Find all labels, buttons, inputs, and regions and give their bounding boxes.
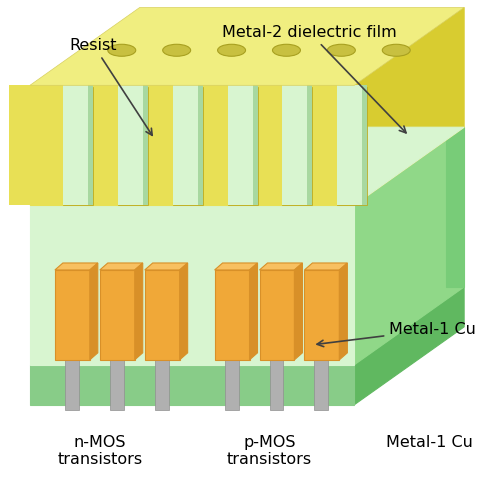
Text: p-MOS
transistors: p-MOS transistors xyxy=(227,434,312,467)
Polygon shape xyxy=(228,88,232,205)
Polygon shape xyxy=(65,357,79,410)
Polygon shape xyxy=(55,263,98,270)
Polygon shape xyxy=(282,88,286,205)
Polygon shape xyxy=(88,86,93,205)
Polygon shape xyxy=(63,86,93,205)
Polygon shape xyxy=(198,86,202,205)
Polygon shape xyxy=(68,86,93,205)
Polygon shape xyxy=(118,86,148,205)
Polygon shape xyxy=(282,86,312,205)
Polygon shape xyxy=(228,88,258,205)
Polygon shape xyxy=(90,263,98,360)
Polygon shape xyxy=(282,88,312,205)
Polygon shape xyxy=(294,263,302,360)
Ellipse shape xyxy=(162,44,190,56)
Polygon shape xyxy=(172,88,203,205)
Polygon shape xyxy=(154,357,168,410)
Polygon shape xyxy=(9,86,38,205)
Polygon shape xyxy=(63,88,67,205)
Ellipse shape xyxy=(108,44,136,56)
Polygon shape xyxy=(100,270,135,360)
Polygon shape xyxy=(228,86,258,205)
Polygon shape xyxy=(180,263,188,360)
Polygon shape xyxy=(55,270,90,360)
Polygon shape xyxy=(224,357,238,410)
Ellipse shape xyxy=(272,44,300,56)
Polygon shape xyxy=(338,88,342,205)
Polygon shape xyxy=(100,263,142,270)
Polygon shape xyxy=(142,86,148,205)
Text: n-MOS
transistors: n-MOS transistors xyxy=(58,434,142,467)
Text: Metal-1 Cu: Metal-1 Cu xyxy=(386,434,472,450)
Polygon shape xyxy=(118,88,122,205)
Polygon shape xyxy=(172,86,203,205)
Polygon shape xyxy=(304,270,340,360)
Polygon shape xyxy=(338,86,368,205)
Polygon shape xyxy=(178,86,203,205)
Ellipse shape xyxy=(218,44,246,56)
Text: Metal-1 Cu: Metal-1 Cu xyxy=(317,322,476,346)
Polygon shape xyxy=(30,365,354,405)
Polygon shape xyxy=(30,127,464,205)
Text: Resist: Resist xyxy=(70,38,152,136)
Polygon shape xyxy=(288,86,312,205)
Polygon shape xyxy=(270,357,283,410)
Text: Metal-2 dielectric film: Metal-2 dielectric film xyxy=(222,25,406,133)
Polygon shape xyxy=(144,263,188,270)
Polygon shape xyxy=(304,263,348,270)
Polygon shape xyxy=(30,205,354,365)
Ellipse shape xyxy=(328,44,355,56)
Polygon shape xyxy=(144,270,180,360)
Polygon shape xyxy=(260,270,294,360)
Polygon shape xyxy=(118,88,148,205)
Polygon shape xyxy=(354,287,464,405)
Polygon shape xyxy=(110,357,124,410)
Polygon shape xyxy=(63,88,93,205)
Polygon shape xyxy=(314,357,328,410)
Polygon shape xyxy=(123,86,148,205)
Polygon shape xyxy=(135,263,142,360)
Polygon shape xyxy=(446,127,464,287)
Ellipse shape xyxy=(382,44,410,56)
Polygon shape xyxy=(260,263,302,270)
Polygon shape xyxy=(214,263,258,270)
Polygon shape xyxy=(30,8,464,86)
Polygon shape xyxy=(232,86,258,205)
Polygon shape xyxy=(338,88,368,205)
Polygon shape xyxy=(214,270,250,360)
Polygon shape xyxy=(362,86,368,205)
Polygon shape xyxy=(308,86,312,205)
Polygon shape xyxy=(250,263,258,360)
Polygon shape xyxy=(338,86,368,205)
Polygon shape xyxy=(172,88,176,205)
Polygon shape xyxy=(252,86,258,205)
Polygon shape xyxy=(354,127,464,365)
Polygon shape xyxy=(30,86,354,205)
Polygon shape xyxy=(354,8,464,205)
Polygon shape xyxy=(340,263,347,360)
